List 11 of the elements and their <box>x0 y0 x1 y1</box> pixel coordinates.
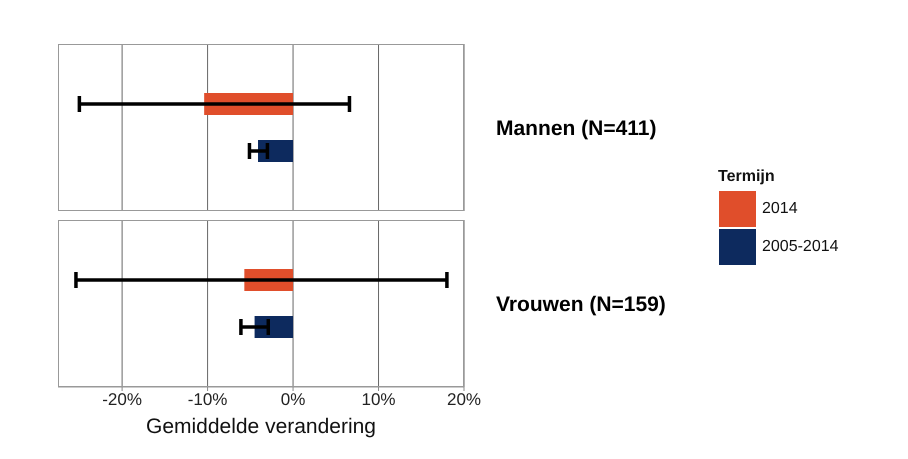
x-tick-label: 0% <box>280 390 306 410</box>
x-axis-title: Gemiddelde verandering <box>145 415 377 439</box>
y-tick-label: Mannen (N=411) <box>496 116 656 140</box>
x-tick-label: 20% <box>446 390 482 410</box>
x-tick-label: -10% <box>188 390 228 410</box>
x-tick-label: 10% <box>362 390 396 410</box>
legend-title: Termijn <box>718 168 776 186</box>
y-tick-label: Vrouwen (N=159) <box>496 292 666 316</box>
legend-label: 2014 <box>762 200 798 218</box>
legend-label: 2005-2014 <box>762 238 839 256</box>
x-tick-label: -20% <box>102 390 142 410</box>
